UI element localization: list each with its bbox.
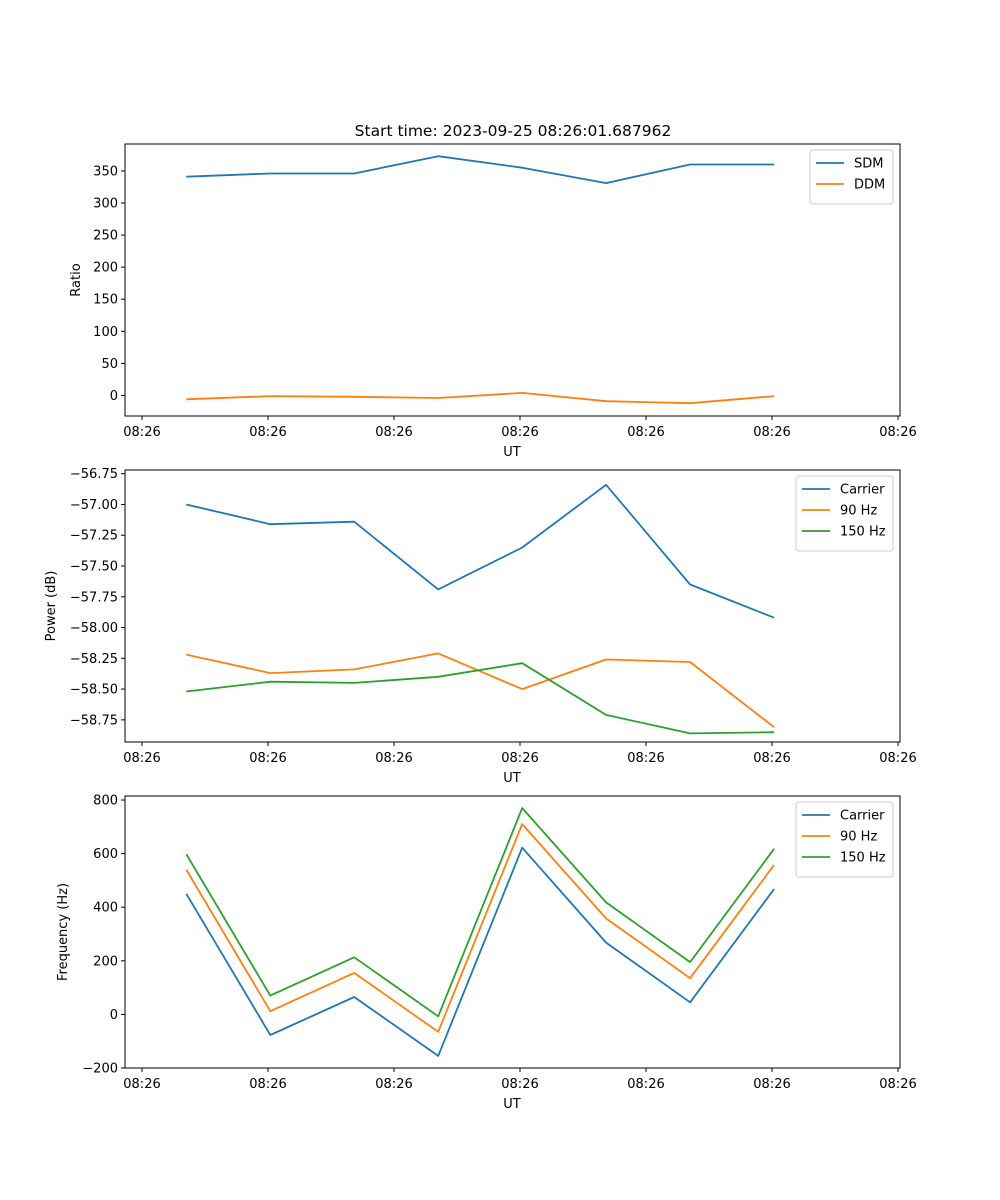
frequency-y-tick-label: 0 <box>110 1008 118 1023</box>
power-y-tick-label: −56.75 <box>70 467 118 482</box>
ratio-x-tick-label: 08:26 <box>501 425 538 440</box>
ratio-chart: UT Ratio 0 50 100 150 200 250 300 350 08:26 08:26… <box>69 143 917 460</box>
ratio-y-tick-label: 300 <box>93 197 118 212</box>
frequency-x-tick-label: 08:26 <box>375 1077 412 1092</box>
frequency-axes-frame <box>124 795 901 1069</box>
frequency-x-tick-label: 08:26 <box>249 1077 286 1092</box>
frequency-y-tick-label: −200 <box>82 1062 118 1077</box>
frequency-x-tick-label: 08:26 <box>753 1077 790 1092</box>
ratio-x-tick-label: 08:26 <box>879 425 916 440</box>
power-legend-label-150-hz: 150 Hz <box>840 525 886 540</box>
frequency-y-tick-label: 200 <box>93 954 118 969</box>
power-y-tick-label: −58.50 <box>70 683 118 698</box>
ratio-y-tick-label: 50 <box>101 357 118 372</box>
frequency-legend: Carrier 90 Hz 150 Hz <box>795 801 894 878</box>
frequency-legend-label-150-hz: 150 Hz <box>840 851 886 866</box>
power-y-tick-label: −57.50 <box>70 560 118 575</box>
frequency-legend-label-carrier: Carrier <box>840 809 885 824</box>
ratio-x-tick-label: 08:26 <box>753 425 790 440</box>
power-legend: Carrier 90 Hz 150 Hz <box>795 475 894 552</box>
chart-title: Start time: 2023-09-25 08:26:01.687962 <box>355 122 672 140</box>
frequency-x-tick-label: 08:26 <box>879 1077 916 1092</box>
frequency-legend-label-90-hz: 90 Hz <box>840 830 877 845</box>
ratio-axes-frame <box>124 143 901 417</box>
power-legend-box <box>795 475 894 552</box>
frequency-plot-area: −200 0 200 400 600 800 08:26 08:26 08:26 08:26 08:… <box>82 794 916 1092</box>
power-y-tick-label: −57.25 <box>70 529 118 544</box>
ratio-y-tick-label: 0 <box>110 389 118 404</box>
power-x-tick-label: 08:26 <box>123 751 160 766</box>
ratio-y-tick-label: 200 <box>93 261 118 276</box>
power-x-tick-label: 08:26 <box>753 751 790 766</box>
power-y-tick-label: −58.25 <box>70 652 118 667</box>
ratio-series-ddm-line <box>186 391 775 405</box>
frequency-y-tick-label: 800 <box>93 794 118 809</box>
power-y-axis-label: Power (dB) <box>44 571 59 642</box>
ratio-legend: SDM DDM <box>809 149 894 205</box>
frequency-legend-box <box>795 801 894 878</box>
ratio-y-axis-label: Ratio <box>69 263 84 296</box>
ratio-x-tick-label: 08:26 <box>375 425 412 440</box>
frequency-y-tick-label: 400 <box>93 901 118 916</box>
power-axes-frame <box>124 469 901 743</box>
frequency-x-tick-label: 08:26 <box>627 1077 664 1092</box>
frequency-y-tick-label: 600 <box>93 847 118 862</box>
ratio-legend-label-sdm: SDM <box>854 157 883 172</box>
power-legend-label-carrier: Carrier <box>840 483 885 498</box>
power-x-tick-label: 08:26 <box>375 751 412 766</box>
power-plot-area: −56.75 −57.00 −57.25 −57.50 −57.75 −58.00 −58.… <box>70 467 917 766</box>
frequency-y-axis-label: Frequency (Hz) <box>56 883 71 981</box>
power-chart: UT Power (dB) −56.75−57.00−57.25−57.50−5… <box>44 467 917 786</box>
power-y-tick-label: −57.00 <box>70 498 118 513</box>
ratio-legend-label-ddm: DDM <box>854 178 885 193</box>
power-x-tick-label: 08:26 <box>501 751 538 766</box>
ratio-y-tick-label: 250 <box>93 229 118 244</box>
power-x-tick-label: 08:26 <box>879 751 916 766</box>
frequency-x-axis-label: UT <box>503 1097 521 1112</box>
power-series-90-hz-line <box>186 652 775 728</box>
power-y-tick-label: −57.75 <box>70 590 118 605</box>
power-x-tick-label: 08:26 <box>249 751 286 766</box>
ratio-y-tick-label: 150 <box>93 293 118 308</box>
frequency-x-tick-label: 08:26 <box>501 1077 538 1092</box>
frequency-series-carrier-line <box>185 846 775 1057</box>
power-legend-label-90-hz: 90 Hz <box>840 504 877 519</box>
ratio-x-axis-label: UT <box>503 445 521 460</box>
frequency-x-tick-label: 08:26 <box>123 1077 160 1092</box>
frequency-series-90-hz-line <box>185 823 775 1033</box>
ratio-y-tick-label: 350 <box>93 164 118 179</box>
power-series-150-hz-line <box>186 662 775 735</box>
ratio-series-sdm-line <box>186 155 775 185</box>
ratio-x-tick-label: 08:26 <box>249 425 286 440</box>
power-y-tick-label: −58.00 <box>70 621 118 636</box>
power-y-tick-label: −58.75 <box>70 713 118 728</box>
ratio-x-tick-label: 08:26 <box>627 425 664 440</box>
ratio-y-tick-label: 100 <box>93 325 118 340</box>
frequency-chart: UT Frequency (Hz) −200 0 200 400 600 800 08:26… <box>56 794 917 1112</box>
ratio-plot-area: 0 50 100 150 200 250 300 350 08:26 08:26 08:26 08:2… <box>93 143 917 440</box>
power-series-carrier-line <box>186 483 775 619</box>
power-x-tick-label: 08:26 <box>627 751 664 766</box>
ratio-x-tick-label: 08:26 <box>123 425 160 440</box>
power-x-axis-label: UT <box>503 771 521 786</box>
frequency-series-150-hz-line <box>185 807 775 1018</box>
